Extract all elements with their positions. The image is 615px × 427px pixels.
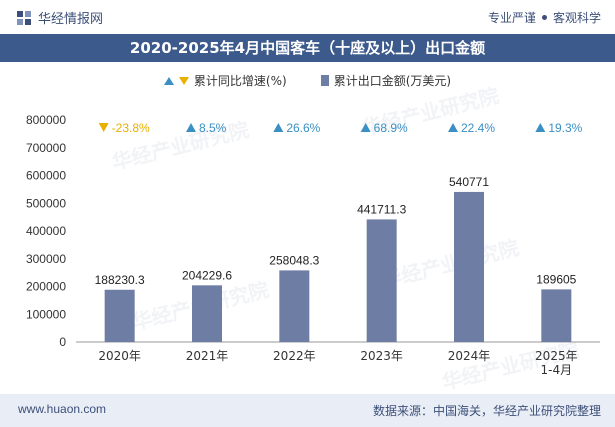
bar-swatch-icon bbox=[320, 75, 329, 86]
growth-up-icon bbox=[448, 123, 458, 132]
legend-amount-label: 累计出口金额(万美元) bbox=[333, 74, 452, 88]
growth-up-icon bbox=[360, 123, 371, 132]
growth-label: 68.9% bbox=[374, 121, 408, 135]
x-tick-label: 2021年 bbox=[186, 349, 229, 363]
growth-label: 26.6% bbox=[286, 121, 320, 135]
brand-name: 华经情报网 bbox=[38, 12, 104, 27]
x-tick-label: 2024年 bbox=[448, 349, 491, 363]
growth-label: -23.8% bbox=[112, 121, 150, 135]
slogan-dot-icon bbox=[541, 15, 547, 20]
growth-up-icon bbox=[186, 123, 196, 132]
bar-value-label: 188230.3 bbox=[95, 273, 145, 287]
triangle-down-icon bbox=[178, 76, 189, 85]
y-tick-label: 0 bbox=[59, 335, 66, 349]
bar bbox=[279, 270, 310, 342]
legend-growth: 累计同比增速(%) bbox=[163, 72, 287, 89]
bar bbox=[366, 219, 397, 342]
growth-label: 8.5% bbox=[199, 121, 227, 135]
bar bbox=[192, 285, 222, 342]
x-tick-label: 2020年 bbox=[98, 349, 141, 363]
slogan: 专业严谨 客观科学 bbox=[488, 9, 601, 26]
y-tick-label: 400000 bbox=[26, 224, 66, 238]
footer: www.huaon.com 数据来源：中国海关，华经产业研究院整理 bbox=[0, 394, 615, 427]
footer-source: 数据来源：中国海关，华经产业研究院整理 bbox=[372, 404, 601, 418]
bar-value-label: 258048.3 bbox=[269, 253, 319, 267]
y-tick-label: 100000 bbox=[26, 307, 66, 321]
y-tick-label: 700000 bbox=[26, 141, 66, 155]
x-tick-label: 1-4月 bbox=[541, 363, 573, 377]
bar-value-label: 204229.6 bbox=[182, 268, 232, 282]
x-tick-label: 2022年 bbox=[273, 349, 316, 363]
chart-legend: 累计同比增速(%) 累计出口金额(万美元) bbox=[0, 72, 615, 89]
bar bbox=[104, 289, 135, 342]
growth-label: 19.3% bbox=[548, 121, 582, 135]
growth-up-icon bbox=[273, 123, 284, 132]
growth-label: 22.4% bbox=[461, 121, 495, 135]
brand-logo[interactable]: 华经情报网 bbox=[16, 8, 103, 27]
bar bbox=[454, 191, 484, 342]
triangle-up-icon bbox=[163, 76, 174, 85]
chart-title: 2020-2025年4月中国客车（十座及以上）出口金额 bbox=[0, 34, 615, 62]
legend-amount: 累计出口金额(万美元) bbox=[320, 72, 452, 89]
x-tick-label: 2023年 bbox=[360, 349, 403, 363]
bar-chart: 0 100000 200000 300000 400000 500000 600000 700… bbox=[26, 113, 600, 377]
slogan-left: 专业严谨 bbox=[487, 11, 536, 25]
bar-value-label: 189605 bbox=[536, 272, 576, 286]
x-tick-label: 2025年 bbox=[535, 349, 578, 363]
bar bbox=[541, 289, 572, 342]
legend-growth-label: 累计同比增速(%) bbox=[193, 74, 287, 88]
y-tick-label: 200000 bbox=[26, 280, 66, 294]
growth-up-icon bbox=[535, 123, 546, 132]
logo-icon bbox=[17, 10, 31, 25]
y-tick-label: 500000 bbox=[26, 196, 66, 210]
y-tick-label: 300000 bbox=[26, 252, 66, 266]
footer-url[interactable]: www.huaon.com bbox=[18, 402, 107, 416]
growth-down-icon bbox=[98, 123, 109, 132]
top-bar: 华经情报网 专业严谨 客观科学 bbox=[0, 0, 615, 34]
bar-value-label: 441711.3 bbox=[357, 202, 406, 216]
bar-value-label: 540771 bbox=[449, 175, 489, 189]
y-tick-label: 800000 bbox=[26, 113, 66, 127]
y-tick-label: 600000 bbox=[26, 169, 66, 183]
slogan-right: 客观科学 bbox=[552, 11, 601, 25]
